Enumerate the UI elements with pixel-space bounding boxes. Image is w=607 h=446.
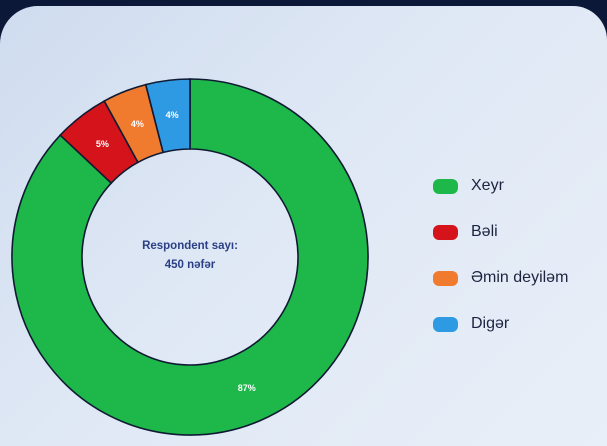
legend-swatch [433, 224, 458, 240]
slice-value-label: 4% [166, 110, 179, 120]
app-frame: 87% 5% 4% 4% Respondent sayı: 450 nəfər Xey… [0, 6, 607, 446]
legend-item: Bəli [433, 220, 607, 244]
slice-value-label: 5% [96, 139, 109, 149]
legend-swatch [433, 178, 458, 194]
chart-legend: Xeyr Bəli Əmin deyiləm Digər [433, 174, 607, 358]
chart-card: 87% 5% 4% 4% Respondent sayı: 450 nəfər Xey… [0, 6, 607, 446]
center-label-title: Respondent sayı: [142, 240, 238, 252]
donut-chart: 87% 5% 4% 4% Respondent sayı: 450 nəfər [11, 78, 369, 436]
legend-item: Əmin deyiləm [433, 266, 607, 290]
legend-label: Əmin deyiləm [471, 269, 569, 286]
legend-item: Xeyr [433, 174, 607, 198]
legend-swatch [433, 270, 458, 286]
center-label-count: 450 nəfər [165, 259, 216, 271]
legend-label: Xeyr [471, 177, 504, 194]
legend-item: Digər [433, 312, 607, 336]
legend-label: Digər [471, 315, 510, 332]
legend-label: Bəli [471, 223, 498, 240]
donut-slice-digər [144, 78, 191, 154]
donut-slice-xeyr [11, 78, 369, 436]
slice-value-label: 87% [238, 383, 256, 393]
legend-swatch [433, 316, 458, 332]
slice-value-label: 4% [131, 119, 144, 129]
